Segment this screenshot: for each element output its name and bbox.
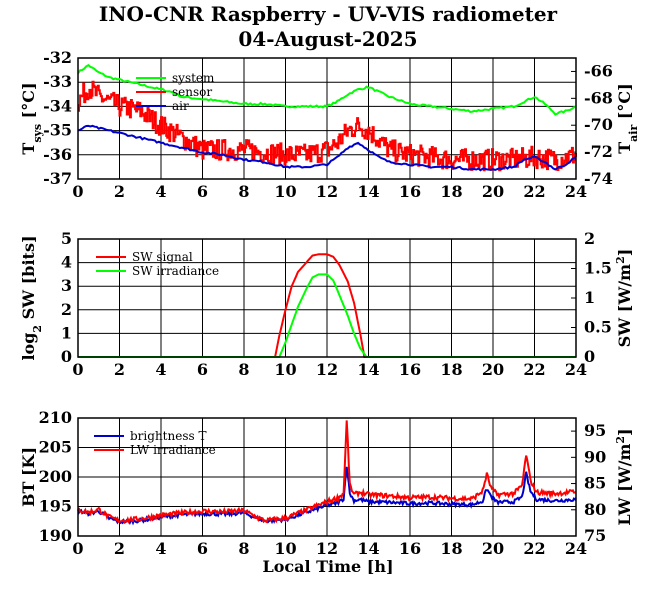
x-tick-label: 18	[440, 539, 462, 558]
y-axis-label-left: log2 SW [bits]	[19, 235, 44, 360]
x-tick-label: 6	[197, 182, 208, 201]
y-tick-label-right: -68	[584, 88, 613, 107]
y-tick-label-left: -32	[43, 48, 72, 67]
x-tick-label: 4	[155, 360, 166, 379]
y-axis-label-right: LW [W/m2]	[614, 428, 635, 525]
x-axis-label: Local Time [h]	[262, 557, 393, 576]
longwave-panel: 0 2 4 6 8 10 12 14 16 18 20 22 241901952002052107580…	[19, 408, 634, 558]
x-tick-label: 10	[274, 539, 296, 558]
y-tick-label-left: 190	[39, 526, 72, 545]
x-tick-label: 20	[482, 539, 504, 558]
temperature-panel: 0 2 4 6 8 10 12 14 16 18 20 22 24-32-33-34-35-36-37-…	[19, 48, 640, 201]
x-tick-label: 4	[155, 539, 166, 558]
x-tick-label: 2	[114, 182, 125, 201]
y-tick-label-right: 85	[584, 474, 606, 493]
x-tick-label: 24	[565, 539, 587, 558]
y-tick-label-left: 200	[39, 467, 72, 486]
x-tick-label: 22	[523, 360, 545, 379]
x-tick-label: 18	[440, 360, 462, 379]
x-tick-label: 0	[72, 539, 83, 558]
x-tick-label: 10	[274, 182, 296, 201]
x-tick-label: 16	[399, 182, 421, 201]
y-tick-label-left: 210	[39, 408, 72, 427]
x-tick-label: 10	[274, 360, 296, 379]
legend-label: SW signal	[132, 250, 193, 264]
x-tick-label: 16	[399, 360, 421, 379]
y-tick-label-right: -70	[584, 115, 613, 134]
y-tick-label-right: 90	[584, 447, 606, 466]
plot-frame	[77, 238, 577, 358]
series-line-lw-irradiance	[77, 420, 577, 524]
legend-label: brightness T	[130, 429, 206, 443]
x-tick-label: 8	[238, 360, 249, 379]
x-tick-label: 6	[197, 539, 208, 558]
y-tick-label-left: 2	[61, 300, 72, 319]
y-axis-label-left: Tsys [°C]	[19, 82, 44, 154]
y-tick-label-left: -36	[43, 145, 72, 164]
x-tick-label: 6	[197, 360, 208, 379]
x-tick-label: 14	[357, 360, 379, 379]
legend-label: sensor	[172, 85, 212, 99]
legend-label: SW irradiance	[132, 264, 219, 278]
x-tick-label: 2	[114, 539, 125, 558]
y-tick-label-left: -35	[43, 121, 72, 140]
x-tick-label: 20	[482, 360, 504, 379]
y-tick-label-left: 4	[61, 253, 72, 272]
y-tick-label-left: -34	[43, 96, 72, 115]
x-tick-label: 0	[72, 360, 83, 379]
x-tick-label: 22	[523, 539, 545, 558]
chart-title: INO-CNR Raspberry - UV-VIS radiometer	[99, 2, 558, 26]
y-tick-label-right: 2	[584, 229, 595, 248]
x-tick-label: 24	[565, 182, 587, 201]
y-tick-label-right: 1.5	[584, 259, 612, 278]
y-tick-label-right: -66	[584, 61, 613, 80]
y-tick-label-left: 0	[61, 347, 72, 366]
series-line-system	[77, 63, 577, 116]
x-tick-label: 24	[565, 360, 587, 379]
x-tick-label: 12	[316, 182, 338, 201]
legend-label: air	[172, 99, 189, 113]
y-tick-label-left: 5	[61, 229, 72, 248]
y-tick-label-left: -33	[43, 72, 72, 91]
y-axis-label-left: BT [K]	[19, 447, 38, 507]
y-tick-label-left: 3	[61, 276, 72, 295]
y-tick-label-left: 195	[39, 497, 72, 516]
y-tick-label-right: 75	[584, 526, 606, 545]
y-tick-label-right: 0.5	[584, 318, 612, 337]
series-line-sensor	[78, 80, 577, 172]
x-tick-label: 8	[238, 539, 249, 558]
x-tick-label: 16	[399, 539, 421, 558]
y-tick-label-right: 1	[584, 288, 595, 307]
y-tick-label-right: 0	[584, 347, 595, 366]
x-tick-label: 0	[72, 182, 83, 201]
legend-label: system	[172, 71, 215, 85]
x-tick-label: 14	[357, 182, 379, 201]
x-tick-label: 18	[440, 182, 462, 201]
y-tick-label-right: 95	[584, 421, 606, 440]
plot-frame	[77, 57, 577, 180]
y-tick-label-right: -74	[584, 169, 613, 188]
y-tick-label-right: -72	[584, 142, 613, 161]
x-tick-label: 4	[155, 182, 166, 201]
plot-frame	[77, 417, 577, 537]
y-axis-label-right: SW [W/m2]	[614, 249, 635, 348]
x-tick-label: 20	[482, 182, 504, 201]
y-tick-label-left: 205	[39, 438, 72, 457]
y-tick-label-left: -37	[43, 169, 72, 188]
y-tick-label-left: 1	[61, 323, 72, 342]
chart-date: 04-August-2025	[238, 27, 417, 51]
series-line-air	[77, 124, 577, 172]
x-tick-label: 22	[523, 182, 545, 201]
legend-label: LW irradiance	[130, 443, 216, 457]
x-tick-label: 8	[238, 182, 249, 201]
x-tick-label: 12	[316, 539, 338, 558]
y-tick-label-right: 80	[584, 500, 606, 519]
x-tick-label: 2	[114, 360, 125, 379]
x-tick-label: 12	[316, 360, 338, 379]
x-tick-label: 14	[357, 539, 379, 558]
y-axis-label-right: Tair [°C]	[615, 83, 640, 153]
